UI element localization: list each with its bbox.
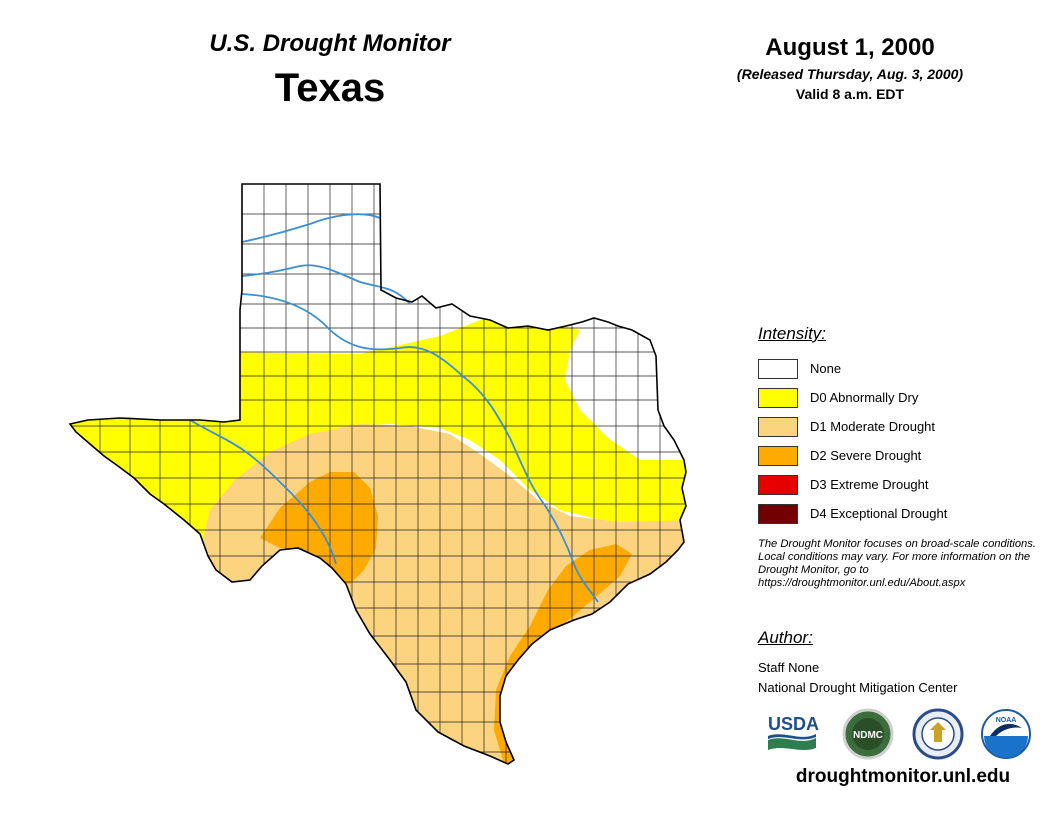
- legend-item-d1: D1 Moderate Drought: [758, 412, 1048, 441]
- legend-label: D3 Extreme Drought: [810, 477, 929, 492]
- legend-label: None: [810, 361, 842, 376]
- legend-swatch: [758, 387, 798, 408]
- usda-logo: USDA: [768, 714, 819, 750]
- legend-item-d2: D2 Severe Drought: [758, 441, 1048, 470]
- legend-swatch: [758, 503, 798, 524]
- state-name: Texas: [274, 66, 386, 110]
- noaa-logo: NOAA: [981, 709, 1031, 759]
- legend-item-d0: D0 Abnormally Dry: [758, 383, 1048, 412]
- rivers: [189, 213, 599, 603]
- valid-time: Valid 8 a.m. EDT: [795, 86, 905, 102]
- legend-label: D1 Moderate Drought: [810, 419, 936, 434]
- release-date: (Released Thursday, Aug. 3, 2000): [736, 66, 964, 82]
- usda-logo-text: USDA: [768, 714, 819, 734]
- author-org: National Drought Mitigation Center: [758, 680, 958, 695]
- texas-drought-map: [68, 183, 687, 765]
- ndmc-logo: NDMC: [842, 708, 894, 760]
- map-date: August 1, 2000: [765, 34, 935, 61]
- disclaimer-note: The Drought Monitor focuses on broad-sca…: [758, 538, 1036, 589]
- map-title: U.S. Drought Monitor: [209, 30, 451, 57]
- agency-logos: USDA NDMC NOAA: [768, 708, 1031, 760]
- doc-seal-logo: [912, 708, 964, 760]
- legend-heading: Intensity:: [758, 324, 827, 343]
- legend-label: D4 Exceptional Drought: [810, 506, 948, 521]
- state-outline: [68, 183, 687, 765]
- website-url: droughtmonitor.unl.edu: [795, 766, 1011, 787]
- legend-item-d4: D4 Exceptional Drought: [758, 499, 1048, 528]
- legend-swatch: [758, 358, 798, 379]
- author-heading: Author:: [758, 628, 813, 647]
- author-block: Author: Staff None National Drought Miti…: [758, 628, 1043, 698]
- noaa-logo-text: NOAA: [996, 717, 1017, 724]
- legend-swatch: [758, 416, 798, 437]
- date-block: August 1, 2000 (Released Thursday, Aug. …: [700, 34, 1000, 102]
- legend-label: D2 Severe Drought: [810, 448, 922, 463]
- legend-label: D0 Abnormally Dry: [810, 390, 919, 405]
- legend-item-none: None: [758, 354, 1048, 383]
- legend: Intensity: None D0 Abnormally Dry D1 Mod…: [758, 324, 1048, 528]
- legend-swatch: [758, 445, 798, 466]
- legend-swatch: [758, 474, 798, 495]
- author-name: Staff None: [758, 660, 820, 675]
- legend-item-d3: D3 Extreme Drought: [758, 470, 1048, 499]
- ndmc-logo-text: NDMC: [853, 730, 883, 741]
